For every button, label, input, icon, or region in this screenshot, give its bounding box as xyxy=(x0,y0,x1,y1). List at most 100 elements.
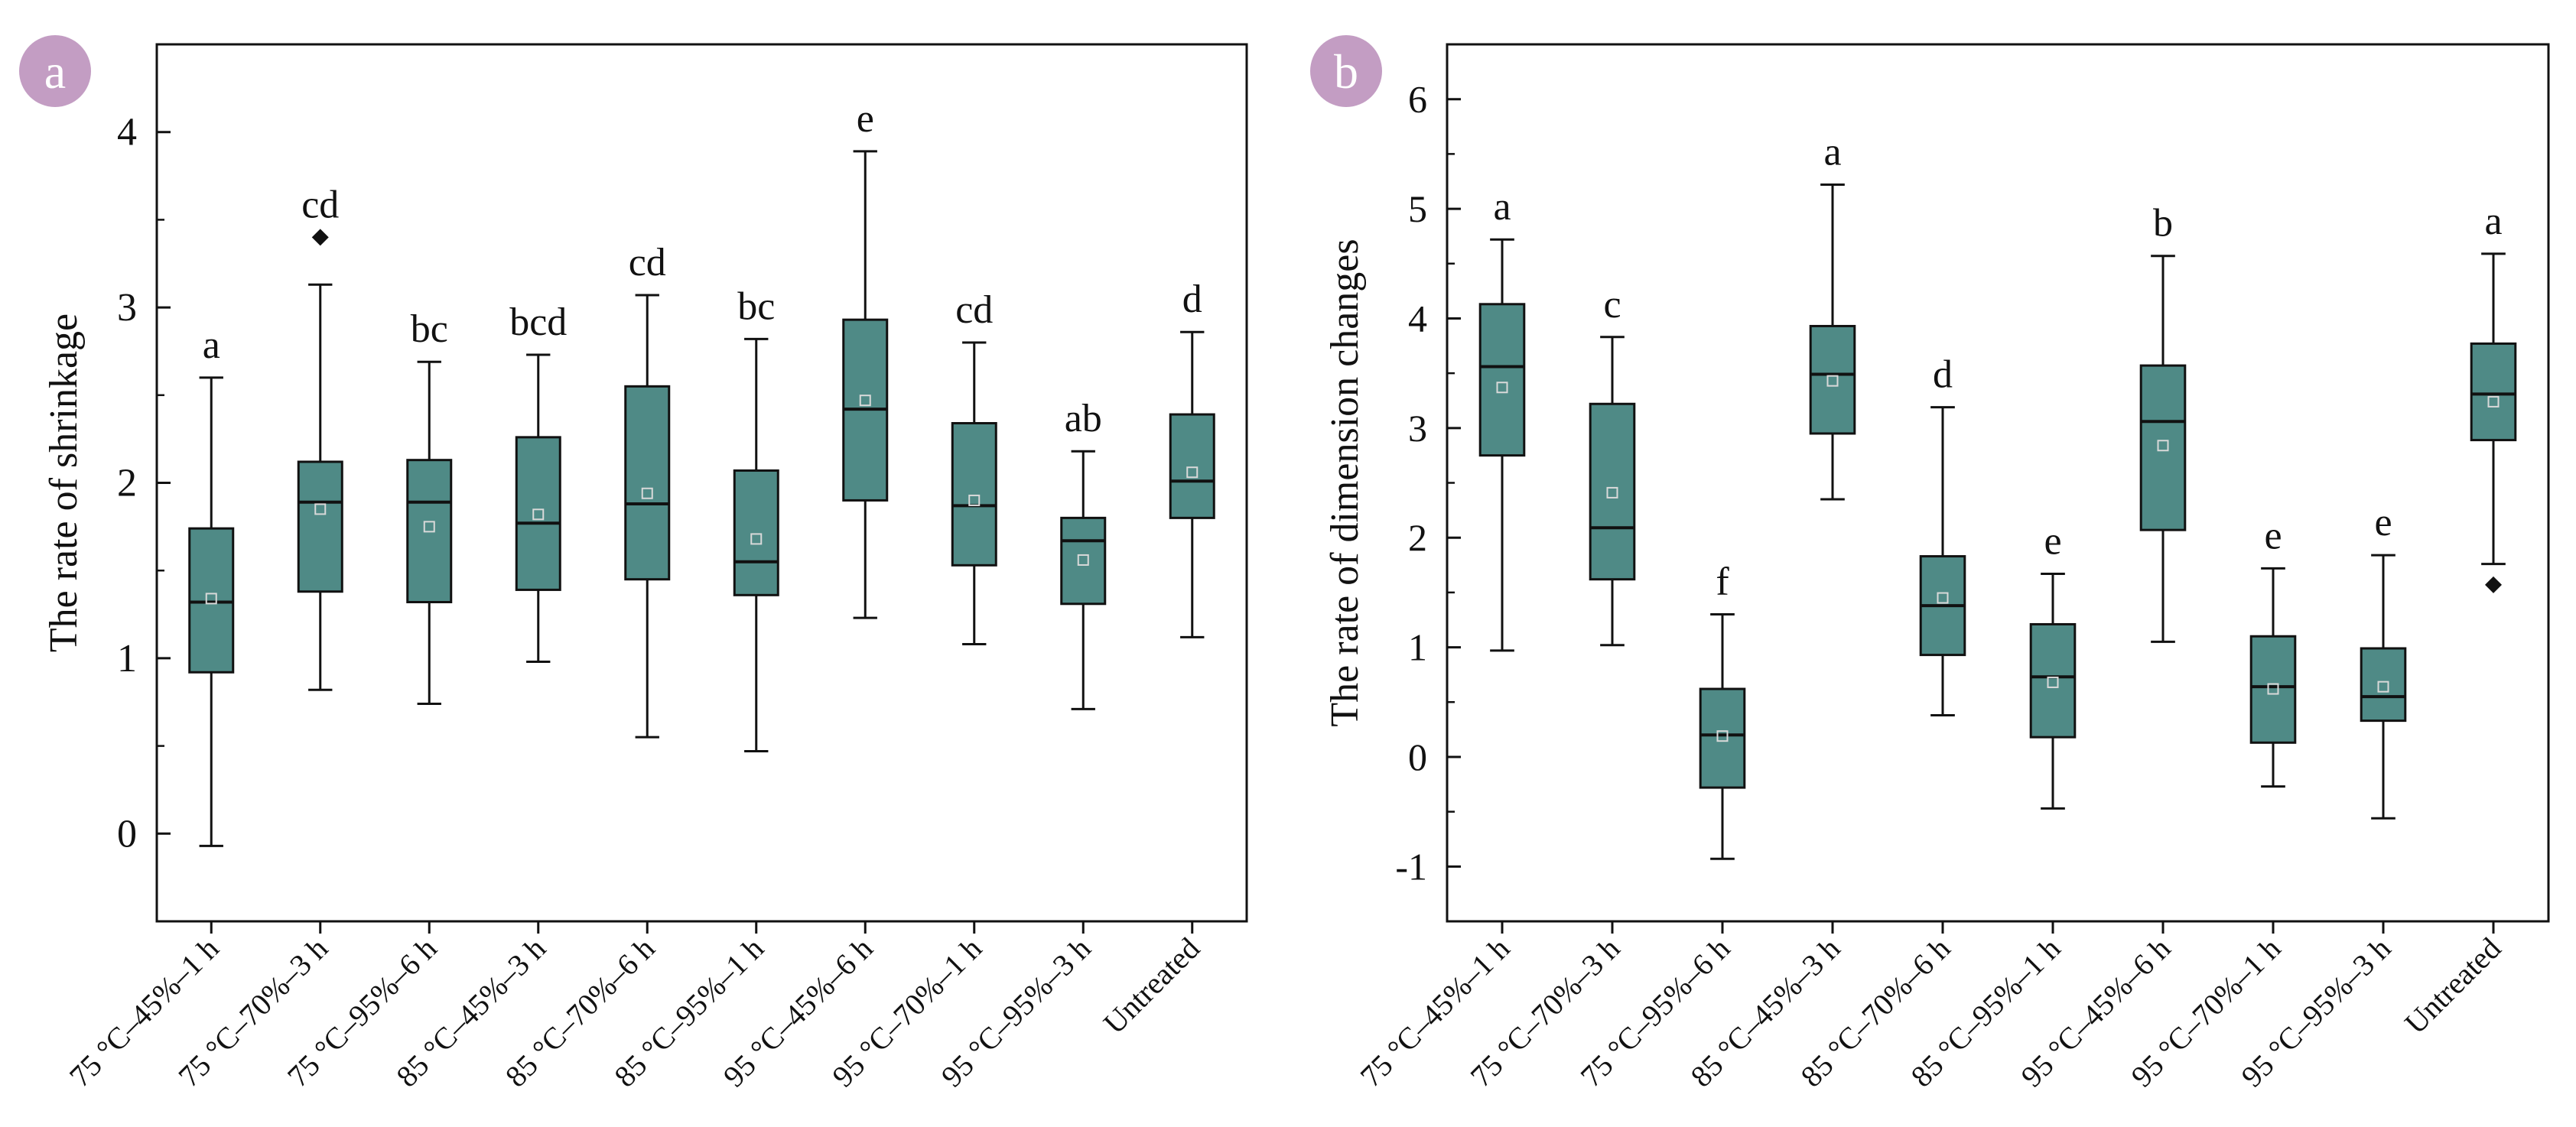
box-group: cd xyxy=(297,183,343,691)
mean-marker xyxy=(532,508,545,521)
x-tick-label: Untreated xyxy=(2398,931,2507,1041)
panel-badge xyxy=(19,35,91,107)
box xyxy=(1589,402,1636,581)
box-group: e xyxy=(2360,501,2407,820)
box xyxy=(2249,635,2297,744)
panel-label: a xyxy=(44,44,66,99)
box-group: a xyxy=(2470,200,2517,593)
mean-marker xyxy=(1716,730,1729,742)
panel-badge xyxy=(1310,35,1382,107)
mean-marker xyxy=(1606,486,1618,499)
mean-marker xyxy=(205,593,217,605)
box-group: cd xyxy=(951,288,997,646)
significance-letter: ab xyxy=(1065,397,1102,440)
y-tick-label: 3 xyxy=(1408,407,1427,450)
significance-letter: a xyxy=(1493,185,1511,229)
box-group: a xyxy=(1478,185,1526,652)
box xyxy=(951,422,997,567)
significance-letter: cd xyxy=(629,241,666,284)
mean-marker xyxy=(1077,554,1089,566)
box-group: e xyxy=(842,97,889,619)
y-tick-label: 4 xyxy=(1408,297,1427,339)
mean-marker xyxy=(2377,680,2389,693)
mean-marker xyxy=(423,521,435,533)
significance-letter: f xyxy=(1716,560,1729,604)
box xyxy=(1169,413,1215,519)
box xyxy=(2360,647,2407,723)
mean-marker xyxy=(750,533,763,545)
y-tick-label: 3 xyxy=(117,286,137,330)
x-tick-label: Untreated xyxy=(1097,931,1206,1041)
box-group: c xyxy=(1589,283,1636,647)
box-group: ab xyxy=(1060,397,1107,710)
significance-letter: d xyxy=(1182,278,1202,321)
mean-marker xyxy=(2487,395,2500,408)
y-tick-label: 2 xyxy=(1408,516,1427,559)
mean-marker xyxy=(2157,440,2169,452)
box xyxy=(2029,622,2077,739)
significance-letter: b xyxy=(2153,202,2173,245)
box xyxy=(2139,364,2187,531)
box-group: bc xyxy=(406,307,453,706)
box-group: e xyxy=(2249,514,2297,788)
significance-letter: d xyxy=(1933,353,1953,397)
mean-marker xyxy=(1937,592,1949,604)
mean-marker xyxy=(314,503,327,515)
box xyxy=(1060,516,1107,606)
y-tick-label: 0 xyxy=(1408,736,1427,778)
significance-letter: c xyxy=(1603,283,1621,326)
significance-letter: cd xyxy=(955,288,993,332)
box xyxy=(733,469,779,596)
significance-letter: a xyxy=(2484,200,2502,243)
mean-marker xyxy=(2267,683,2279,695)
y-tick-label: 1 xyxy=(117,637,137,680)
box xyxy=(297,460,343,593)
mean-marker xyxy=(968,494,981,506)
significance-letter: bc xyxy=(411,307,448,351)
y-axis-label: The rate of shrinkage xyxy=(42,313,86,652)
significance-letter: e xyxy=(2374,501,2392,544)
y-axis-label: The rate of dimension changes xyxy=(1323,239,1367,726)
y-tick-label: 1 xyxy=(1408,626,1427,669)
significance-letter: bc xyxy=(737,284,775,328)
box-group: a xyxy=(188,323,235,847)
box xyxy=(1809,324,1856,435)
box-group: a xyxy=(1809,131,1856,501)
y-tick-label: 2 xyxy=(117,462,137,505)
significance-letter: a xyxy=(1823,131,1841,174)
mean-marker xyxy=(1496,382,1508,394)
significance-letter: e xyxy=(857,97,874,141)
mean-marker xyxy=(1186,466,1199,479)
panel-label: b xyxy=(1334,44,1358,99)
significance-letter: cd xyxy=(301,183,339,226)
significance-letter: a xyxy=(203,323,220,367)
box xyxy=(2470,342,2517,442)
box xyxy=(624,385,671,581)
box-group: f xyxy=(1699,560,1746,860)
box-group: d xyxy=(1169,278,1215,638)
y-tick-label: -1 xyxy=(1395,845,1427,888)
significance-letter: e xyxy=(2264,514,2282,557)
box xyxy=(188,527,235,674)
box-group: cd xyxy=(624,241,671,739)
mean-marker xyxy=(859,395,871,407)
box-group: b xyxy=(2139,202,2187,643)
box-group: e xyxy=(2029,520,2077,810)
mean-marker xyxy=(2047,676,2059,688)
y-tick-label: 5 xyxy=(1408,187,1427,230)
box-group: d xyxy=(1919,353,1966,716)
significance-letter: e xyxy=(2044,520,2061,564)
outlier-point xyxy=(2485,576,2502,593)
y-tick-label: 4 xyxy=(117,111,137,154)
significance-letter: bcd xyxy=(509,300,567,344)
y-tick-label: 0 xyxy=(117,812,137,856)
box xyxy=(515,436,561,591)
box-group: bc xyxy=(733,284,779,752)
box xyxy=(1478,303,1526,457)
outlier-point xyxy=(311,229,329,246)
mean-marker xyxy=(1826,375,1839,387)
box-group: bcd xyxy=(509,300,567,663)
